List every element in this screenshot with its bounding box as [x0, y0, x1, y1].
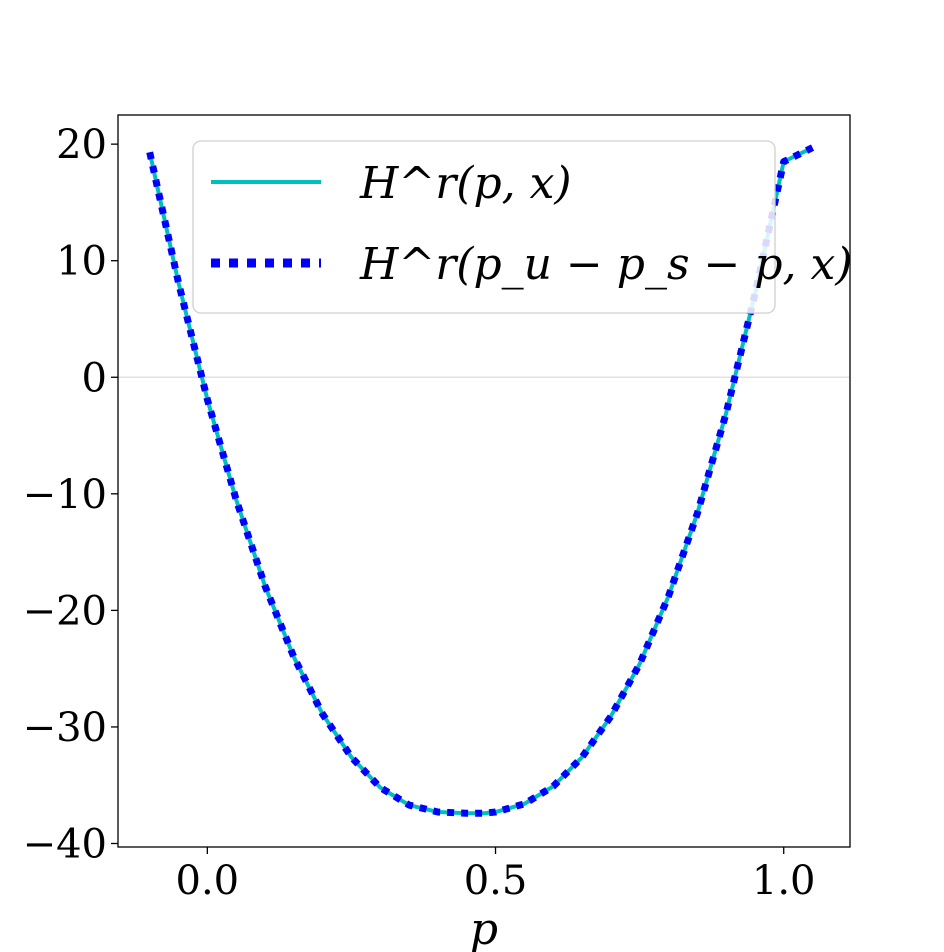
series-line-dotted: [146, 144, 815, 817]
x-tick-label: 0.0: [176, 858, 240, 904]
y-tick-label: −20: [23, 588, 107, 634]
plot-frame: [117, 114, 851, 848]
legend-box: [192, 140, 776, 314]
y-tick-label: −40: [23, 822, 107, 868]
x-axis-ticks: 0.0 0.5 1.0: [176, 847, 816, 904]
x-tick-label: 1.0: [752, 858, 816, 904]
legend-entry-label: H^r(p_u − p_s − p, x): [359, 239, 853, 290]
x-axis-label: p: [470, 904, 498, 952]
y-tick-label: −10: [23, 472, 107, 518]
y-tick-label: −30: [23, 705, 107, 751]
series-layer: [146, 144, 815, 817]
legend-entry-label: H^r(p, x): [359, 158, 572, 209]
x-tick-label: 0.5: [464, 858, 528, 904]
y-tick-label: 10: [56, 239, 107, 285]
legend: H^r(p, x) H^r(p_u − p_s − p, x): [192, 140, 853, 314]
y-axis-ticks: −40 −30 −20 −10 0 10 20: [23, 122, 118, 868]
y-tick-label: 0: [82, 355, 107, 401]
y-tick-label: 20: [56, 122, 107, 168]
